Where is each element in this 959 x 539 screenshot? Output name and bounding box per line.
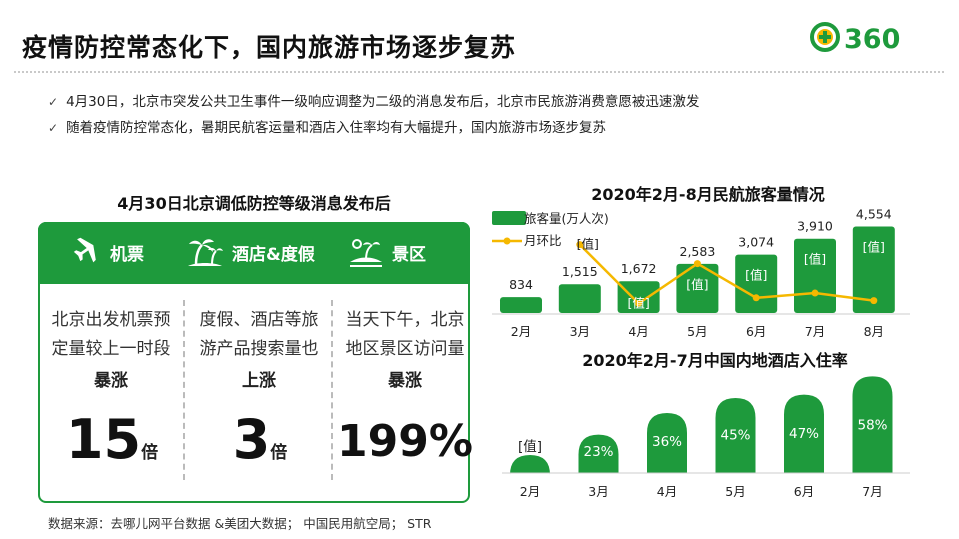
- legend-swatch-bar: [492, 211, 526, 225]
- brand-logo: 360: [810, 22, 935, 55]
- x-tick-label: 2月: [520, 484, 540, 499]
- x-tick-label: 5月: [687, 324, 707, 339]
- bar-value-label: 3,910: [797, 219, 833, 234]
- bar: [500, 297, 542, 313]
- legend-label-line: 月环比: [524, 233, 562, 248]
- bar: [852, 226, 895, 313]
- col2-emphasis: 上涨: [242, 371, 276, 391]
- chart-title: 2020年2月-7月中国内地酒店入住率: [582, 351, 847, 370]
- bar-value-label: 36%: [652, 434, 682, 450]
- col2-description: 度假、酒店等旅 游产品搜索量也: [199, 310, 319, 359]
- line-value-label: [值]: [745, 268, 767, 283]
- col1-emphasis: 暴涨: [94, 371, 128, 391]
- col3-number: 199%: [337, 416, 473, 467]
- legend-marker-line: [503, 237, 511, 245]
- logo-text: 360: [844, 24, 900, 52]
- scenic-icon: [350, 239, 382, 267]
- line-value-label: [值]: [863, 239, 885, 254]
- hotel-chart: 2020年2月-7月中国内地酒店入住率 [值] 2月 23% 3月 36% 4月 45% 5月 4…: [502, 351, 910, 499]
- series-line: [578, 243, 874, 306]
- column-separator: [331, 300, 333, 480]
- bar: [578, 434, 619, 473]
- palm-tree-icon: [188, 239, 223, 266]
- header-item-scenic: 景区: [348, 234, 426, 270]
- x-tick-label: 7月: [862, 484, 882, 499]
- line-point: [752, 294, 760, 302]
- bar-value-label: 1,515: [562, 264, 598, 279]
- line-point: [635, 300, 643, 307]
- bar: [852, 376, 893, 473]
- x-tick-label: 5月: [725, 484, 745, 499]
- bar-value-label: 1,672: [621, 261, 657, 276]
- bar: [676, 263, 719, 313]
- column-separator: [183, 300, 185, 480]
- x-tick-label: 6月: [746, 324, 766, 339]
- x-tick-label: 4月: [628, 324, 648, 339]
- airplane-icon: [73, 237, 99, 263]
- data-source: 数据来源：去哪儿网平台数据 &美团大数据； 中国民用航空局； STR: [48, 516, 432, 531]
- bar-value-label: 4,554: [856, 206, 892, 221]
- page-title: 疫情防控常态化下，国内旅游市场逐步复苏: [22, 33, 517, 62]
- col2-number: 3倍: [232, 408, 288, 471]
- bar: [794, 238, 836, 313]
- col1-number: 15倍: [65, 408, 159, 471]
- line-value-label: [值]: [686, 277, 708, 292]
- panel-frame: [38, 222, 470, 503]
- x-tick-label: 3月: [588, 484, 608, 499]
- bar-value-label: 3,074: [738, 235, 774, 250]
- legend-label-bar: 旅客量(万人次): [524, 211, 609, 226]
- x-tick-label: 7月: [805, 324, 825, 339]
- header-item-airfare: 机票: [70, 234, 144, 270]
- header-item-hotel: 酒店&度假: [186, 234, 315, 270]
- check-icon: ✓: [48, 95, 59, 109]
- bar: [617, 281, 660, 313]
- bullet-item: ✓ 4月30日，北京市突发公共卫生事件一级响应调整为二级的消息发布后，北京市民旅游…: [48, 94, 700, 110]
- bar: [558, 284, 601, 313]
- bar-value-label: 47%: [789, 426, 819, 442]
- chart-title: 2020年2月-8月民航旅客量情况: [591, 185, 824, 204]
- bar-value-label: [值]: [518, 439, 542, 455]
- check-icon: ✓: [48, 121, 59, 135]
- x-tick-label: 8月: [864, 324, 884, 339]
- line-value-label: [值]: [627, 296, 649, 311]
- left-panel-title: 4月30日北京调低防控等级消息发布后: [117, 194, 391, 213]
- bar: [510, 455, 550, 475]
- line-point: [693, 260, 701, 268]
- bar-value-label: 58%: [857, 418, 887, 434]
- col3-emphasis: 暴涨: [388, 371, 422, 391]
- x-tick-label: 4月: [657, 484, 677, 499]
- line-point: [870, 297, 878, 305]
- panel-header: [38, 222, 470, 284]
- line-point: [576, 241, 584, 249]
- line-point: [811, 289, 819, 297]
- title-divider: [14, 71, 944, 73]
- bar: [647, 413, 687, 473]
- bar: [715, 398, 756, 473]
- x-tick-label: 2月: [511, 324, 531, 339]
- bar: [784, 394, 824, 473]
- col1-description: 北京出发机票预 定量较上一时段: [51, 310, 171, 359]
- line-value-label: [值]: [804, 252, 826, 267]
- bar-value-label: 2,583: [680, 244, 716, 259]
- line-value-label: [值]: [577, 237, 599, 252]
- bar-value-label: 45%: [720, 427, 750, 443]
- x-tick-label: 3月: [570, 324, 590, 339]
- col3-description: 当天下午，北京 地区景区访问量: [345, 310, 465, 359]
- bar-value-label: 23%: [583, 444, 613, 460]
- bar: [735, 254, 778, 313]
- bar-value-label: 834: [509, 277, 533, 292]
- bullet-item: ✓ 随着疫情防控常态化，暑期民航客运量和酒店入住率均有大幅提升，国内旅游市场逐步复…: [48, 120, 607, 136]
- x-tick-label: 6月: [794, 484, 814, 499]
